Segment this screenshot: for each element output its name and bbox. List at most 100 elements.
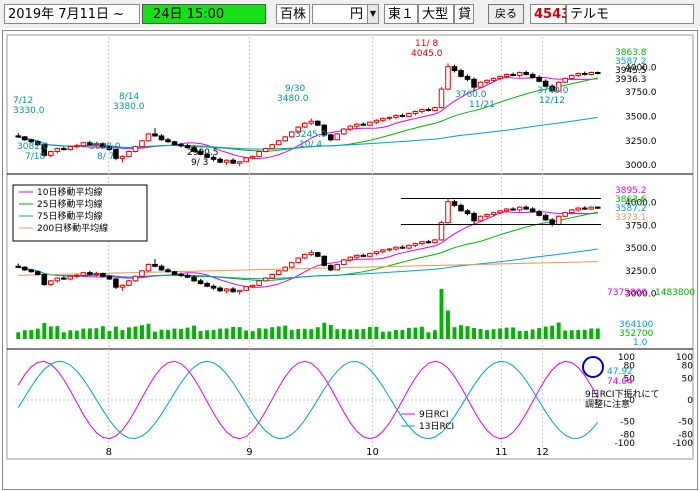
top-candle — [477, 81, 484, 88]
volume-bar — [556, 322, 561, 339]
top-candle — [458, 70, 464, 77]
mid-candle — [503, 208, 510, 212]
mid-candle — [171, 271, 178, 275]
mid-candle — [54, 277, 61, 282]
top-candle — [21, 136, 28, 141]
mid-candle — [458, 204, 464, 212]
top-candle — [490, 77, 497, 81]
mid-candle — [178, 273, 184, 276]
volume-bar — [22, 330, 27, 339]
volume-bar — [524, 330, 529, 339]
legend-label: 10日移動平均線 — [37, 186, 102, 198]
top-candle — [373, 119, 380, 123]
top-candle — [93, 143, 100, 146]
price-annotation: 9/30 — [285, 84, 305, 94]
volume-label: 352700 — [619, 329, 654, 339]
loan-label: 貸 — [454, 4, 474, 24]
to-date-field[interactable]: 24日 15:00 — [142, 4, 266, 24]
top-candle — [523, 72, 529, 75]
mid-side-value: 3373.1 — [615, 213, 647, 223]
volume-bar — [595, 328, 600, 339]
price-mode-select[interactable]: 円 — [312, 4, 368, 24]
back-button[interactable]: 戻る — [488, 4, 524, 24]
rci-note: 調整に注意 — [585, 398, 630, 410]
mid-candle — [275, 270, 282, 275]
mid-candle — [217, 287, 223, 292]
rci-left-tick: 50 — [624, 375, 636, 385]
volume-bar — [504, 327, 509, 339]
plot-border — [6, 34, 694, 460]
top-candle — [542, 80, 549, 87]
price-annotation: 12/12 — [539, 96, 565, 106]
top-y-tick: 4000.0 — [625, 64, 657, 74]
top-candle — [562, 77, 568, 83]
top-candle — [529, 73, 536, 78]
top-candle — [256, 150, 262, 157]
mid-candle — [549, 219, 555, 225]
rci-legend-label: 9日RCI — [419, 409, 448, 420]
top-candle — [419, 109, 425, 113]
volume-bar — [107, 331, 112, 339]
top-y-tick: 3250.0 — [625, 137, 657, 147]
volume-bar — [179, 329, 183, 339]
mid-candle — [399, 246, 406, 249]
rci-right-tick: -80 — [678, 430, 693, 440]
top-candle — [48, 150, 54, 156]
top-candle — [575, 72, 581, 76]
price-annotation: 11/21 — [469, 100, 495, 110]
volume-bar — [270, 327, 275, 339]
top-candle — [67, 146, 74, 151]
top-candle — [106, 146, 113, 151]
volume-bar — [354, 329, 359, 339]
volume-bar — [35, 328, 40, 339]
top-y-tick: 3500.0 — [625, 112, 657, 122]
volume-bar — [289, 329, 294, 339]
size-label: 大型 — [418, 4, 454, 24]
mid-candle — [256, 280, 262, 286]
volume-bar — [29, 330, 34, 339]
volume-bar — [55, 326, 60, 339]
volume-bar — [100, 326, 105, 339]
top-candle — [497, 75, 503, 79]
from-date-field[interactable]: 2019年 7月11日 ~ — [4, 4, 140, 24]
mid-candle — [145, 263, 152, 272]
volume-bar — [61, 332, 66, 339]
chart-svg: 8 9 10 11 12 4000.0 3750.0 3500.0 3250.0 3000.0 38… — [6, 34, 695, 460]
top-candle — [536, 76, 542, 82]
top-candle — [223, 159, 230, 163]
volume-bar — [68, 330, 73, 339]
top-candle — [191, 147, 197, 152]
mid-candle — [191, 276, 197, 282]
ma75-line — [18, 116, 598, 150]
price-annotation: 3245.0 — [295, 130, 327, 140]
top-candle — [347, 125, 354, 130]
price-annotation: 3028.0 — [89, 142, 121, 152]
price-annotation: 7/18 — [25, 152, 45, 162]
volume-bar — [491, 329, 496, 339]
mid-candle — [523, 206, 529, 210]
top-candle — [367, 121, 373, 126]
mid-candle — [223, 288, 230, 292]
mid-candle — [438, 222, 445, 241]
rci-left-tick: -100 — [615, 439, 636, 449]
mid-candle — [197, 280, 204, 285]
volume-bar — [283, 325, 288, 339]
mid-candle — [67, 275, 74, 280]
mid-candle — [373, 251, 380, 255]
volume-bar — [205, 330, 210, 339]
month-label: 9 — [246, 447, 252, 458]
triangle-down-icon[interactable]: ▼ — [367, 4, 379, 24]
top-candle — [87, 142, 93, 146]
volume-bar — [146, 323, 151, 339]
volume-label: 7375800 — [607, 288, 647, 298]
legend-label: 200日移動平均線 — [37, 222, 108, 234]
volume-bar — [192, 325, 197, 339]
top-candle — [171, 141, 178, 146]
mid-candle — [262, 277, 269, 282]
top-candle — [438, 88, 445, 109]
top-candle — [80, 142, 87, 147]
ma200-line — [18, 261, 598, 276]
volume-bar — [218, 328, 223, 339]
mid-candle — [139, 270, 145, 277]
rci-legend-label: 13日RCI — [419, 421, 454, 432]
